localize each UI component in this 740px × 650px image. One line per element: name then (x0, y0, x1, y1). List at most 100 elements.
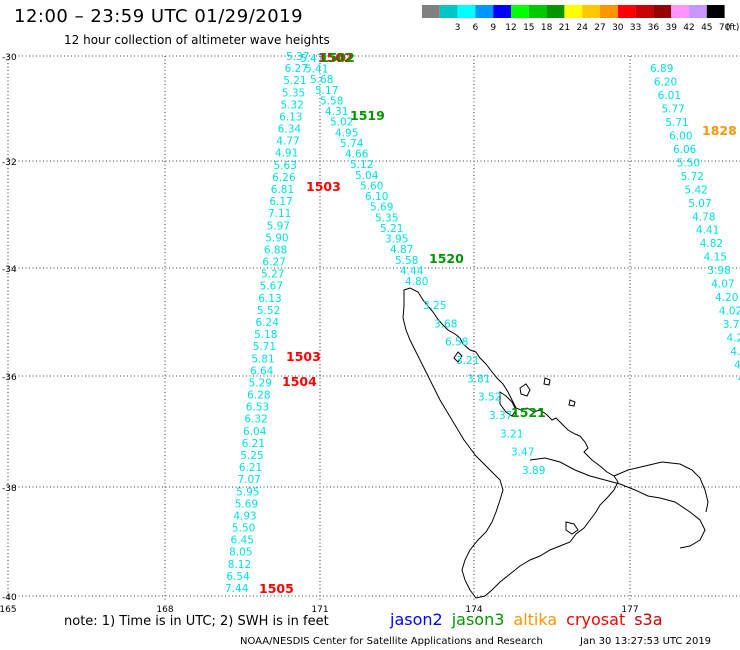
wave-height-value: 4.07 (711, 279, 734, 291)
wave-height-value: 7.07 (237, 474, 260, 486)
legend-tick-label: 24 (576, 23, 588, 33)
wave-height-value: 6.24 (256, 317, 280, 329)
wave-height-value: 3.95 (385, 234, 408, 246)
wave-height-value: 6.58 (445, 337, 468, 349)
longitude-label: 171 (311, 605, 328, 615)
pass-time-label: 1502 (318, 50, 353, 65)
legend-swatch (600, 5, 618, 18)
legend-swatch (653, 5, 672, 18)
wave-height-value: 4.0 (734, 360, 740, 372)
legend-swatch (528, 5, 547, 18)
legend-swatch (493, 5, 511, 18)
wave-height-value: 4.77 (276, 136, 299, 148)
legend-tick-label: 15 (523, 23, 534, 33)
footer-credit: NOAA/NESDIS Center for Satellite Applica… (240, 636, 543, 647)
satellite-name-altika: altika (513, 610, 558, 629)
longitude-label: 168 (156, 605, 173, 615)
wave-height-value: 3.47 (511, 447, 534, 459)
pass-time-label: 1504 (282, 374, 317, 389)
wave-height-value: 5.41 (305, 64, 328, 76)
lat-lon-grid (7, 55, 740, 600)
wave-height-value: 4.80 (405, 276, 428, 288)
satellite-name-jason3: jason3 (451, 610, 505, 629)
north-island-coastline (402, 287, 619, 599)
legend-swatch (706, 5, 725, 18)
wave-height-value: 6.32 (244, 414, 267, 426)
legend-tick-label: 6 (473, 23, 479, 33)
wave-height-value: 6.45 (231, 535, 254, 547)
wave-height-value: 6.04 (243, 426, 267, 438)
wave-height-value: 5.29 (249, 377, 272, 389)
legend-tick-label: 12 (505, 23, 516, 33)
wave-height-value: 3.25 (423, 300, 446, 312)
axis-labels: -30 -32 -34 -36 -38 -40 165 168 171 174 177 (0, 53, 639, 615)
wave-height-value: 5.58 (395, 255, 418, 267)
page-subtitle: 12 hour collection of altimeter wave hei… (64, 33, 330, 47)
wave-height-value: 5.52 (257, 305, 280, 317)
wave-height-value: 7.44 (225, 583, 249, 595)
wave-height-value: 6.00 (669, 130, 692, 142)
wave-height-value: 6.28 (247, 390, 270, 402)
footer-note: note: 1) Time is in UTC; 2) SWH is in fe… (64, 614, 329, 629)
wave-height-value: 5.67 (260, 281, 283, 293)
wave-height-value: 5.35 (375, 212, 398, 224)
wave-height-value: 5.68 (310, 74, 333, 86)
wave-height-value: 3.68 (434, 318, 457, 330)
color-legend: 3 6 9 12 15 18 21 24 27 30 33 36 39 42 45 70(ft) (422, 5, 739, 33)
longitude-label: 174 (465, 605, 482, 615)
wave-height-value: 4.1 (730, 346, 740, 358)
wave-height-value: 6.13 (258, 293, 281, 305)
wave-height-value: 5.35 (282, 87, 305, 99)
wave-height-value: 3.98 (707, 265, 730, 277)
legend-unit: (ft) (726, 23, 740, 33)
wave-height-value: 4.95 (335, 127, 358, 139)
wave-height-value: 6.17 (269, 196, 292, 208)
wave-height-value: 5.77 (661, 103, 684, 115)
wave-height-value: 4.78 (692, 211, 715, 223)
wave-height-value: 6.21 (242, 438, 265, 450)
wave-height-value: 5.07 (688, 198, 711, 210)
legend-swatch (635, 5, 654, 18)
legend-swatch (475, 5, 494, 18)
wave-height-value: 7.11 (268, 208, 291, 220)
wave-height-value: 4.20 (715, 292, 738, 304)
legend-swatch (689, 5, 707, 18)
wave-height-value: 5.95 (236, 486, 259, 498)
wave-height-value: 6.01 (658, 90, 681, 102)
wave-height-value: 4.66 (345, 149, 369, 161)
satellite-legend: jason2 jason3 altika cryosat s3a (390, 610, 672, 629)
wave-height-value: 3.37 (489, 410, 512, 422)
wave-height-value: 6.81 (271, 184, 294, 196)
wave-height-value: 5.71 (253, 341, 276, 353)
wave-height-value: 6.06 (673, 144, 697, 156)
latitude-label: -38 (2, 484, 17, 494)
wave-height-value: 5.37 (286, 51, 309, 63)
wave-height-value: 3.89 (522, 465, 545, 477)
satellite-name-jason2: jason2 (390, 610, 443, 629)
east-cape-coast (613, 461, 709, 513)
legend-tick-label: 21 (559, 23, 570, 33)
wave-height-value: 3.21 (456, 355, 479, 367)
wave-height-value: 6.13 (279, 111, 302, 123)
wave-height-value: 6.27 (285, 63, 308, 75)
legend-tick-label: 27 (594, 23, 605, 33)
wave-height-value: 5.17 (315, 85, 338, 97)
latitude-label: -36 (2, 373, 17, 383)
wave-height-value: 3.81 (467, 373, 490, 385)
wave-height-value: 4.44 (400, 265, 424, 277)
wave-height-value: 4.15 (704, 252, 727, 264)
wave-height-value: 8.05 (229, 547, 252, 559)
legend-swatch (582, 5, 600, 18)
pass-time-label: 1503 (306, 179, 341, 194)
footer-timestamp: Jan 30 13:27:53 UTC 2019 (580, 636, 712, 647)
legend-swatch (617, 5, 636, 18)
legend-swatch (546, 5, 565, 18)
satellite-name-cryosat: cryosat (566, 610, 626, 629)
legend-tick-label: 3 (455, 23, 461, 33)
wave-height-value: 5.27 (261, 269, 284, 281)
pass-time-label: 1519 (350, 108, 385, 123)
wave-height-value: 6.10 (365, 191, 388, 203)
